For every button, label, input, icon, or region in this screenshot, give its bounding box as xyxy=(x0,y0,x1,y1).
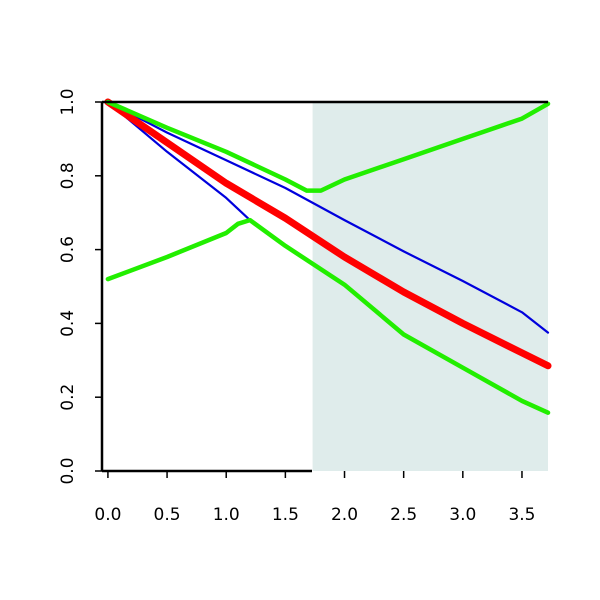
y-tick-label: 0.4 xyxy=(58,310,78,337)
series-line-2 xyxy=(106,100,251,222)
x-tick-label: 3.0 xyxy=(449,505,476,525)
y-tick-label: 0.0 xyxy=(58,457,78,484)
series-lines-layer xyxy=(104,98,552,415)
y-tick-label: 0.6 xyxy=(58,236,78,263)
x-tick-label: 2.0 xyxy=(331,505,358,525)
plot-frame-layer xyxy=(100,100,548,473)
y-tick-label: 0.8 xyxy=(58,162,78,189)
y-axis: 0.0 0.2 0.4 0.6 0.8 1.0 xyxy=(58,88,102,485)
x-tick-label: 2.5 xyxy=(390,505,417,525)
series-line-1 xyxy=(106,100,550,334)
x-axis: 0.0 0.5 1.0 1.5 2.0 2.5 3.0 3.5 xyxy=(94,471,535,525)
y-tick-label: 1.0 xyxy=(58,88,78,115)
x-tick-label: 3.5 xyxy=(508,505,535,525)
series-line-4 xyxy=(105,99,551,193)
x-tick-label: 1.0 xyxy=(213,505,240,525)
shaded-region-layer xyxy=(312,102,548,471)
shaded-region xyxy=(312,102,548,471)
x-tick-label: 1.5 xyxy=(272,505,299,525)
series-line-3 xyxy=(104,98,552,370)
x-tick-label: 0.0 xyxy=(94,505,121,525)
x-tick-label: 0.5 xyxy=(154,505,181,525)
series-line-5 xyxy=(105,217,551,415)
y-tick-label: 0.2 xyxy=(58,384,78,411)
